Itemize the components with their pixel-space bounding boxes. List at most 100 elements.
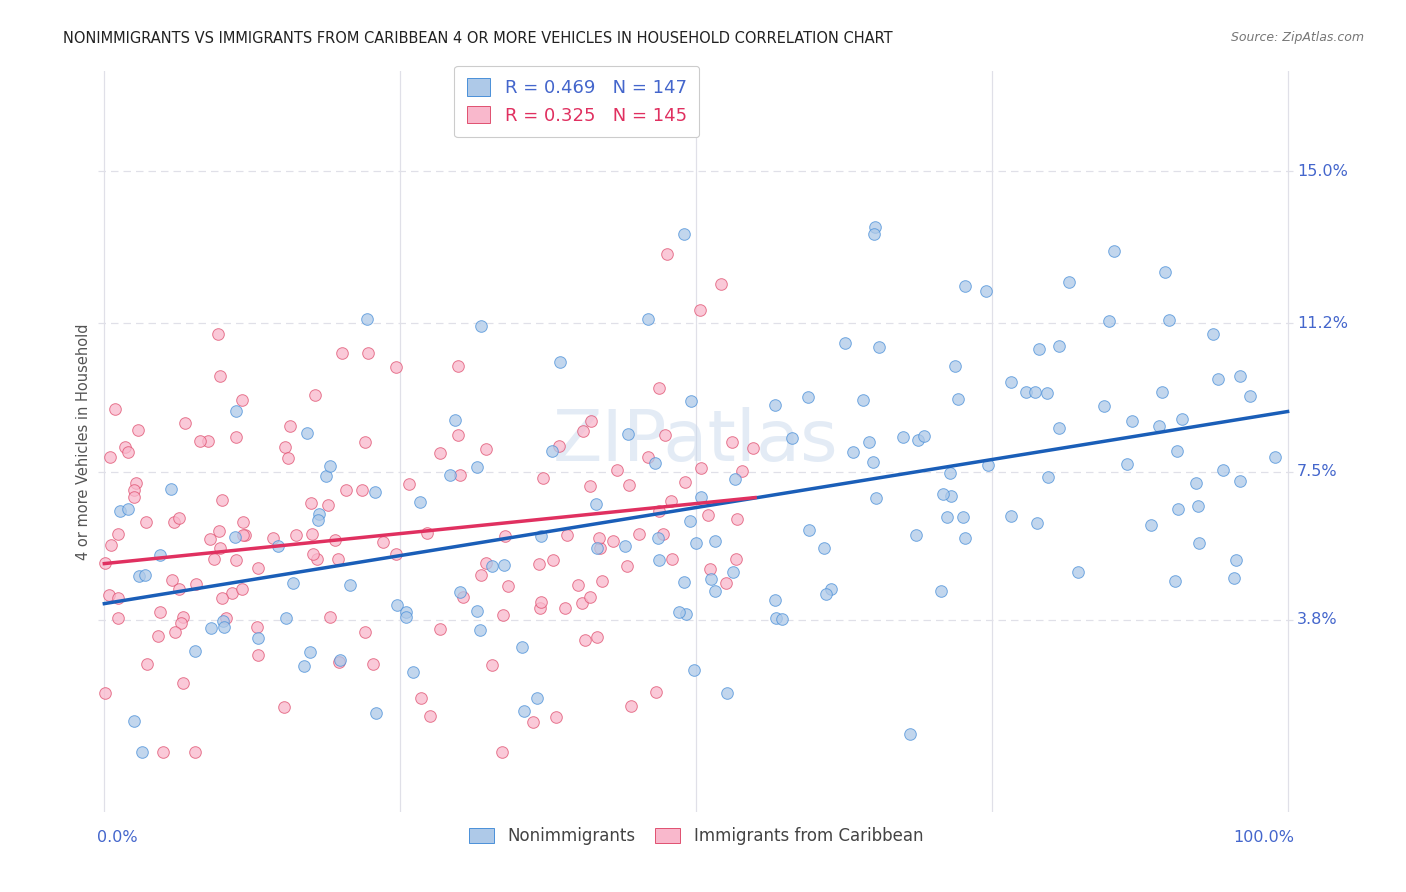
Point — [1184, 476, 1206, 491]
Text: 0.0%: 0.0% — [97, 830, 138, 846]
Point — [675, 607, 697, 622]
Point — [402, 665, 425, 679]
Point — [931, 584, 953, 599]
Point — [470, 568, 492, 582]
Point — [1152, 385, 1174, 400]
Point — [672, 574, 695, 589]
Point — [724, 472, 747, 486]
Point — [1047, 338, 1070, 352]
Point — [149, 605, 172, 619]
Point — [554, 601, 576, 615]
Point — [231, 582, 253, 596]
Point — [326, 552, 349, 566]
Point — [763, 398, 786, 412]
Text: 15.0%: 15.0% — [1298, 164, 1348, 179]
Point — [419, 709, 441, 723]
Point — [209, 369, 232, 384]
Point — [683, 663, 706, 677]
Point — [1067, 565, 1090, 579]
Point — [731, 464, 754, 478]
Point — [1223, 571, 1246, 585]
Point — [225, 430, 247, 444]
Point — [385, 547, 408, 561]
Point — [302, 547, 325, 561]
Point — [647, 552, 669, 566]
Point — [496, 579, 519, 593]
Legend: Nonimmigrants, Immigrants from Caribbean: Nonimmigrants, Immigrants from Caribbean — [463, 820, 929, 852]
Point — [146, 629, 169, 643]
Point — [952, 510, 974, 524]
Point — [1047, 421, 1070, 435]
Point — [245, 620, 267, 634]
Point — [184, 745, 207, 759]
Point — [1153, 265, 1175, 279]
Point — [305, 552, 328, 566]
Point — [449, 468, 471, 483]
Point — [131, 745, 153, 759]
Point — [648, 381, 671, 395]
Text: Source: ZipAtlas.com: Source: ZipAtlas.com — [1230, 31, 1364, 45]
Point — [363, 484, 385, 499]
Point — [318, 498, 340, 512]
Point — [232, 515, 254, 529]
Point — [357, 346, 380, 360]
Point — [852, 393, 875, 408]
Point — [301, 526, 323, 541]
Point — [581, 414, 603, 428]
Point — [274, 441, 297, 455]
Point — [319, 458, 342, 473]
Point — [211, 591, 233, 605]
Point — [585, 541, 607, 556]
Text: 7.5%: 7.5% — [1298, 464, 1337, 479]
Point — [475, 442, 498, 456]
Point — [530, 529, 553, 543]
Point — [943, 359, 966, 373]
Point — [932, 486, 955, 500]
Point — [354, 625, 377, 640]
Point — [278, 418, 301, 433]
Point — [741, 441, 763, 455]
Point — [571, 596, 593, 610]
Point — [281, 575, 304, 590]
Point — [224, 530, 246, 544]
Point — [813, 541, 835, 555]
Point — [617, 426, 640, 441]
Point — [232, 528, 254, 542]
Point — [114, 440, 136, 454]
Point — [492, 607, 515, 622]
Point — [1264, 450, 1286, 465]
Point — [1121, 414, 1143, 428]
Point — [447, 428, 470, 442]
Point — [125, 475, 148, 490]
Point — [356, 312, 378, 326]
Text: NONIMMIGRANTS VS IMMIGRANTS FROM CARIBBEAN 4 OR MORE VEHICLES IN HOUSEHOLD CORRE: NONIMMIGRANTS VS IMMIGRANTS FROM CARIBBE… — [63, 31, 893, 46]
Point — [451, 591, 474, 605]
Point — [585, 497, 607, 511]
Point — [637, 450, 659, 464]
Point — [449, 585, 471, 599]
Point — [211, 614, 233, 628]
Point — [284, 528, 307, 542]
Point — [107, 591, 129, 605]
Point — [1092, 399, 1115, 413]
Point — [329, 653, 352, 667]
Point — [207, 326, 229, 341]
Point — [770, 612, 793, 626]
Point — [797, 523, 820, 537]
Point — [468, 623, 491, 637]
Point — [700, 573, 723, 587]
Point — [373, 534, 395, 549]
Point — [429, 446, 451, 460]
Point — [211, 492, 233, 507]
Y-axis label: 4 or more Vehicles in Household: 4 or more Vehicles in Household — [76, 323, 91, 560]
Point — [330, 345, 353, 359]
Point — [1229, 368, 1251, 383]
Point — [1000, 375, 1022, 389]
Point — [167, 511, 190, 525]
Point — [308, 507, 330, 521]
Point — [160, 482, 183, 496]
Point — [939, 466, 962, 480]
Point — [904, 528, 927, 542]
Point — [104, 402, 127, 417]
Point — [652, 527, 675, 541]
